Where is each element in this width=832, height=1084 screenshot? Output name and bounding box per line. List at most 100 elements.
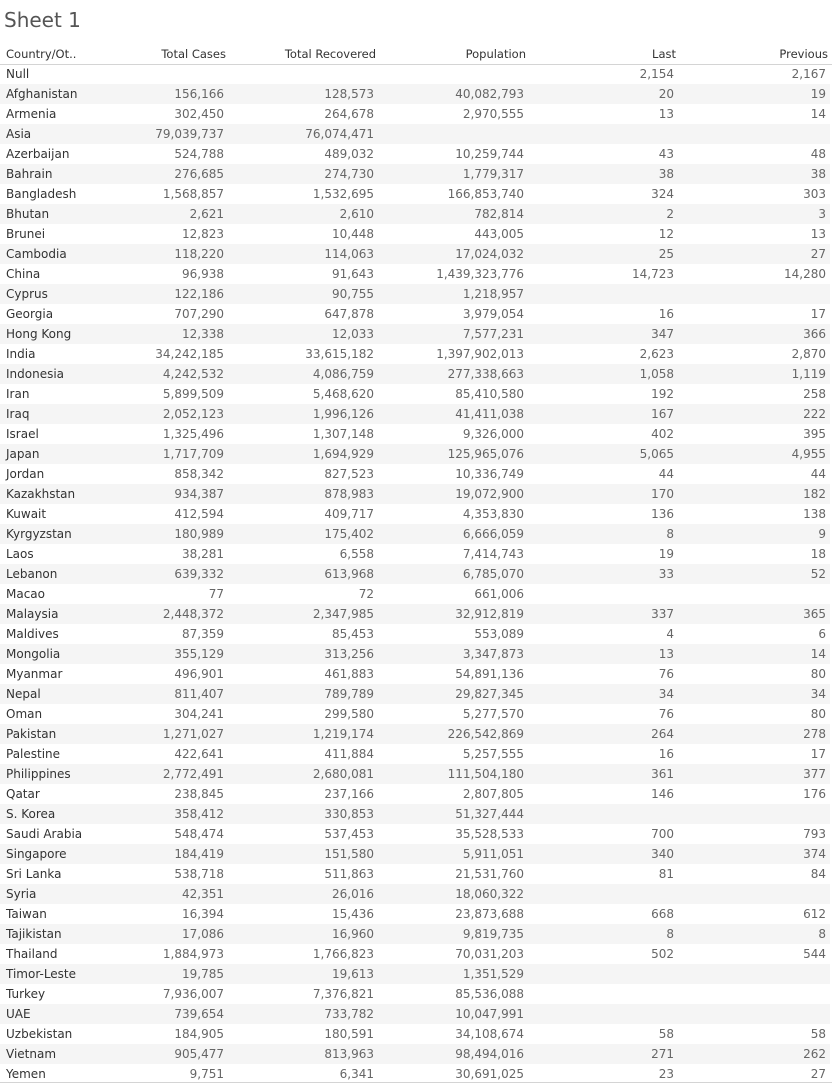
- cell-last: 167: [651, 407, 674, 421]
- cell-total-cases: 739,654: [174, 1007, 224, 1021]
- table-row[interactable]: Bhutan 2,621 2,610 782,814 2 3: [0, 204, 830, 224]
- cell-country: Lebanon: [6, 567, 58, 581]
- table-row[interactable]: S. Korea 358,412 330,853 51,327,444: [0, 804, 830, 824]
- cell-country: Kyrgyzstan: [6, 527, 72, 541]
- cell-last: 2,623: [639, 347, 674, 361]
- table-row[interactable]: Bangladesh 1,568,857 1,532,695 166,853,740 3…: [0, 184, 830, 204]
- table-row[interactable]: Iraq 2,052,123 1,996,126 41,411,038 167 222: [0, 404, 830, 424]
- cell-country: Brunei: [6, 227, 46, 241]
- table-row[interactable]: Null 2,154 2,167: [0, 64, 830, 84]
- table-row[interactable]: Hong Kong 12,338 12,033 7,577,231 347 366: [0, 324, 830, 344]
- table-row[interactable]: Cyprus 122,186 90,755 1,218,957: [0, 284, 830, 304]
- column-header-previous[interactable]: Previous: [779, 47, 828, 61]
- cell-previous: 612: [803, 907, 826, 921]
- table-row[interactable]: Syria 42,351 26,016 18,060,322: [0, 884, 830, 904]
- table-row[interactable]: Timor-Leste 19,785 19,613 1,351,529: [0, 964, 830, 984]
- table-row[interactable]: Nepal 811,407 789,789 29,827,345 34 34: [0, 684, 830, 704]
- cell-total-recovered: 237,166: [324, 787, 374, 801]
- table-row[interactable]: Vietnam 905,477 813,963 98,494,016 271 262: [0, 1044, 830, 1064]
- table-row[interactable]: Bahrain 276,685 274,730 1,779,317 38 38: [0, 164, 830, 184]
- table-row[interactable]: China 96,938 91,643 1,439,323,776 14,723 14,2…: [0, 264, 830, 284]
- cell-population: 41,411,038: [455, 407, 524, 421]
- column-header-total-cases[interactable]: Total Cases: [161, 47, 226, 61]
- table-row[interactable]: Laos 38,281 6,558 7,414,743 19 18: [0, 544, 830, 564]
- table-row[interactable]: Myanmar 496,901 461,883 54,891,136 76 80: [0, 664, 830, 684]
- table-row[interactable]: Kazakhstan 934,387 878,983 19,072,900 170 182: [0, 484, 830, 504]
- cell-population: 3,347,873: [462, 647, 524, 661]
- cell-last: 33: [658, 567, 674, 581]
- table-row[interactable]: Taiwan 16,394 15,436 23,873,688 668 612: [0, 904, 830, 924]
- cell-previous: 84: [810, 867, 826, 881]
- cell-last: 192: [651, 387, 674, 401]
- cell-country: Syria: [6, 887, 37, 901]
- cell-total-recovered: 90,755: [332, 287, 374, 301]
- table-row[interactable]: Malaysia 2,448,372 2,347,985 32,912,819 337 3…: [0, 604, 830, 624]
- cell-last: 38: [658, 167, 674, 181]
- column-header-country[interactable]: Country/Ot..: [6, 47, 77, 61]
- table-row[interactable]: UAE 739,654 733,782 10,047,991: [0, 1004, 830, 1024]
- cell-country: Azerbaijan: [6, 147, 70, 161]
- table-row[interactable]: Israel 1,325,496 1,307,148 9,326,000 402 395: [0, 424, 830, 444]
- table-row[interactable]: Mongolia 355,129 313,256 3,347,873 13 14: [0, 644, 830, 664]
- table-row[interactable]: Yemen 9,751 6,341 30,691,025 23 27: [0, 1064, 830, 1084]
- table-bottom-divider: [0, 1082, 832, 1083]
- cell-country: Timor-Leste: [6, 967, 77, 981]
- table-row[interactable]: Armenia 302,450 264,678 2,970,555 13 14: [0, 104, 830, 124]
- table-row[interactable]: Asia 79,039,737 76,074,471: [0, 124, 830, 144]
- cell-country: Jordan: [6, 467, 45, 481]
- cell-last: 12: [658, 227, 674, 241]
- cell-total-recovered: 789,789: [324, 687, 374, 701]
- cell-last: 14,723: [632, 267, 674, 281]
- cell-last: 81: [658, 867, 674, 881]
- cell-country: Uzbekistan: [6, 1027, 73, 1041]
- cell-country: Israel: [6, 427, 39, 441]
- table-row[interactable]: Oman 304,241 299,580 5,277,570 76 80: [0, 704, 830, 724]
- cell-total-recovered: 26,016: [332, 887, 374, 901]
- cell-total-cases: 905,477: [174, 1047, 224, 1061]
- table-row[interactable]: Brunei 12,823 10,448 443,005 12 13: [0, 224, 830, 244]
- cell-country: Kazakhstan: [6, 487, 76, 501]
- table-row[interactable]: Indonesia 4,242,532 4,086,759 277,338,663 1,…: [0, 364, 830, 384]
- cell-last: 58: [658, 1027, 674, 1041]
- table-row[interactable]: Cambodia 118,220 114,063 17,024,032 25 27: [0, 244, 830, 264]
- column-header-last[interactable]: Last: [652, 47, 676, 61]
- cell-population: 166,853,740: [447, 187, 524, 201]
- cell-last: 337: [651, 607, 674, 621]
- cell-previous: 365: [803, 607, 826, 621]
- table-row[interactable]: Lebanon 639,332 613,968 6,785,070 33 52: [0, 564, 830, 584]
- table-row[interactable]: India 34,242,185 33,615,182 1,397,902,013 2,…: [0, 344, 830, 364]
- cell-population: 32,912,819: [455, 607, 524, 621]
- cell-last: 76: [658, 667, 674, 681]
- table-row[interactable]: Maldives 87,359 85,453 553,089 4 6: [0, 624, 830, 644]
- table-row[interactable]: Uzbekistan 184,905 180,591 34,108,674 58 58: [0, 1024, 830, 1044]
- column-header-population[interactable]: Population: [465, 47, 526, 61]
- table-row[interactable]: Turkey 7,936,007 7,376,821 85,536,088: [0, 984, 830, 1004]
- table-row[interactable]: Azerbaijan 524,788 489,032 10,259,744 43 48: [0, 144, 830, 164]
- cell-last: 20: [658, 87, 674, 101]
- table-row[interactable]: Thailand 1,884,973 1,766,823 70,031,203 502 5…: [0, 944, 830, 964]
- cell-total-recovered: 733,782: [324, 1007, 374, 1021]
- table-row[interactable]: Iran 5,899,509 5,468,620 85,410,580 192 258: [0, 384, 830, 404]
- table-row[interactable]: Macao 77 72 661,006: [0, 584, 830, 604]
- cell-last: 347: [651, 327, 674, 341]
- cell-total-recovered: 180,591: [324, 1027, 374, 1041]
- table-row[interactable]: Philippines 2,772,491 2,680,081 111,504,180…: [0, 764, 830, 784]
- cell-population: 29,827,345: [455, 687, 524, 701]
- cell-country: Iraq: [6, 407, 30, 421]
- cell-previous: 262: [803, 1047, 826, 1061]
- table-row[interactable]: Sri Lanka 538,718 511,863 21,531,760 81 84: [0, 864, 830, 884]
- table-row[interactable]: Singapore 184,419 151,580 5,911,051 340 374: [0, 844, 830, 864]
- table-row[interactable]: Pakistan 1,271,027 1,219,174 226,542,869 264…: [0, 724, 830, 744]
- table-row[interactable]: Qatar 238,845 237,166 2,807,805 146 176: [0, 784, 830, 804]
- table-row[interactable]: Jordan 858,342 827,523 10,336,749 44 44: [0, 464, 830, 484]
- table-row[interactable]: Afghanistan 156,166 128,573 40,082,793 20 19: [0, 84, 830, 104]
- cell-total-cases: 276,685: [174, 167, 224, 181]
- table-row[interactable]: Palestine 422,641 411,884 5,257,555 16 17: [0, 744, 830, 764]
- column-header-total-recovered[interactable]: Total Recovered: [284, 47, 376, 61]
- table-row[interactable]: Kuwait 412,594 409,717 4,353,830 136 138: [0, 504, 830, 524]
- table-row[interactable]: Kyrgyzstan 180,989 175,402 6,666,059 8 9: [0, 524, 830, 544]
- table-row[interactable]: Saudi Arabia 548,474 537,453 35,528,533 700 7…: [0, 824, 830, 844]
- table-row[interactable]: Tajikistan 17,086 16,960 9,819,735 8 8: [0, 924, 830, 944]
- table-row[interactable]: Georgia 707,290 647,878 3,979,054 16 17: [0, 304, 830, 324]
- table-row[interactable]: Japan 1,717,709 1,694,929 125,965,076 5,065 4…: [0, 444, 830, 464]
